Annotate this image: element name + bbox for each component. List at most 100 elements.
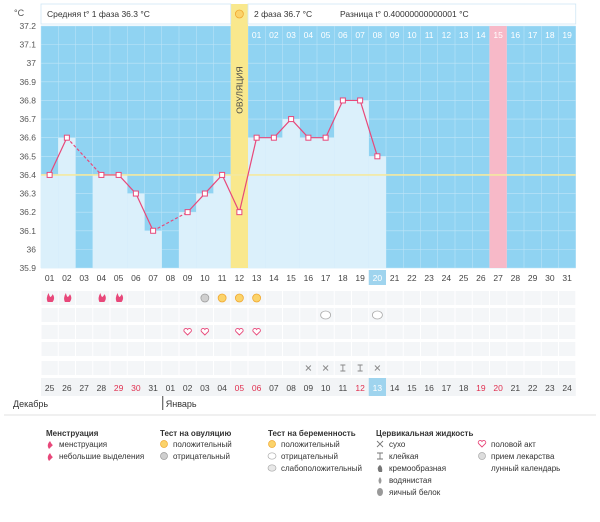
temperature-bar <box>299 137 317 268</box>
x-tick-label: 07 <box>148 273 158 283</box>
temperature-point <box>184 209 191 216</box>
y-tick-label: 36 <box>27 244 37 254</box>
temperature-point <box>201 190 208 197</box>
marker-cell <box>490 342 507 356</box>
marker-cell <box>283 342 300 356</box>
x-tick-label: 03 <box>79 273 89 283</box>
calendar-date: 13 <box>373 383 383 393</box>
marker-cell <box>369 342 386 356</box>
temperature-point <box>132 190 139 197</box>
legend-title-menstruation: Менструация <box>46 429 99 438</box>
y-tick-label: 37.2 <box>19 21 36 31</box>
x-tick-label: 17 <box>321 273 331 283</box>
temperature-segment <box>221 174 240 213</box>
x-tick-label: 22 <box>407 273 417 283</box>
marker-cell <box>110 325 127 339</box>
legend-item: слабоположительный <box>281 464 362 473</box>
x-tick-label: 19 <box>355 273 365 283</box>
x-tick-label: 27 <box>493 273 503 283</box>
marker-cell <box>93 325 110 339</box>
marker-cell <box>438 342 455 356</box>
y-tick-label: 36.1 <box>19 226 36 236</box>
marker-cell <box>162 342 179 356</box>
phase2-box <box>247 3 577 25</box>
temperature-point <box>150 227 157 234</box>
today-highlight <box>368 270 386 285</box>
marker-cell <box>127 342 144 356</box>
top-day-label: 12 <box>442 30 452 40</box>
calendar-date: 09 <box>304 383 314 393</box>
legend-item: клейкая <box>389 452 419 461</box>
top-day-label: 07 <box>355 30 365 40</box>
marker-cell <box>248 342 265 356</box>
legend-item: водянистая <box>389 476 432 485</box>
temperature-point <box>98 171 105 178</box>
marker-cell <box>110 361 127 375</box>
marker-cell <box>421 342 438 356</box>
y-tick-label: 36.6 <box>19 133 36 143</box>
calendar-date: 20 <box>493 383 503 393</box>
top-day-label: 16 <box>511 30 521 40</box>
marker-cell <box>403 291 420 305</box>
y-tick-label: 36.4 <box>19 170 36 180</box>
legend-item: положительный <box>173 440 232 449</box>
top-day-label: 19 <box>562 30 572 40</box>
temperature-point <box>219 171 226 178</box>
calendar-today-highlight <box>368 378 386 396</box>
marker-cell <box>93 342 110 356</box>
legend-fluid-creamy-icon <box>377 465 383 472</box>
marker-cell <box>317 342 334 356</box>
legend-intercourse-icon <box>477 440 487 448</box>
x-tick-label: 11 <box>218 273 227 283</box>
temperature-point <box>322 134 329 141</box>
marker-cell <box>76 325 93 339</box>
calendar-date: 31 <box>148 383 158 393</box>
marker-cell <box>265 342 282 356</box>
y-tick-label: 36.3 <box>19 189 36 199</box>
temperature-bar <box>248 137 266 268</box>
top-day-label: 08 <box>373 30 383 40</box>
marker-cell <box>403 342 420 356</box>
top-day-label: 11 <box>425 30 434 40</box>
menstruation-drop-icon <box>64 293 72 302</box>
marker-cell <box>162 308 179 322</box>
marker-cell <box>248 361 265 375</box>
marker-cell <box>403 361 420 375</box>
marker-cell <box>300 291 317 305</box>
fluid-dry-icon <box>374 365 381 371</box>
top-day-label: 04 <box>304 30 314 40</box>
temperature-bar <box>317 137 335 268</box>
x-tick-label: 12 <box>235 273 245 283</box>
menstruation-drop-icon <box>46 293 55 302</box>
x-tick-label: 01 <box>45 273 55 283</box>
calendar-row <box>41 378 576 396</box>
marker-cell <box>455 308 472 322</box>
marker-cell <box>386 291 403 305</box>
temperature-bar <box>196 193 214 268</box>
x-tick-label: 28 <box>511 273 521 283</box>
calendar-date: 18 <box>459 383 469 393</box>
temperature-point <box>288 116 295 123</box>
calendar-date: 10 <box>321 383 331 393</box>
marker-cell <box>472 325 489 339</box>
marker-cell <box>76 308 93 322</box>
temperature-point <box>305 134 312 141</box>
marker-cell <box>300 325 317 339</box>
marker-cell <box>403 325 420 339</box>
calendar-date: 29 <box>114 383 124 393</box>
temperature-point <box>270 134 277 141</box>
marker-cell <box>421 361 438 375</box>
marker-cell <box>127 308 144 322</box>
marker-cell <box>196 308 213 322</box>
temperature-point <box>236 209 243 216</box>
top-day-label: 13 <box>459 30 469 40</box>
ovulation-test-positive-icon <box>217 293 227 303</box>
marker-cell <box>541 342 558 356</box>
marker-cell <box>421 308 438 322</box>
marker-cell <box>300 342 317 356</box>
calendar-date: 27 <box>79 383 89 393</box>
legend-pregnancy-positive-icon <box>268 440 276 448</box>
marker-cell <box>58 325 75 339</box>
intercourse-heart-icon <box>200 328 210 336</box>
top-day-label: 09 <box>390 30 400 40</box>
